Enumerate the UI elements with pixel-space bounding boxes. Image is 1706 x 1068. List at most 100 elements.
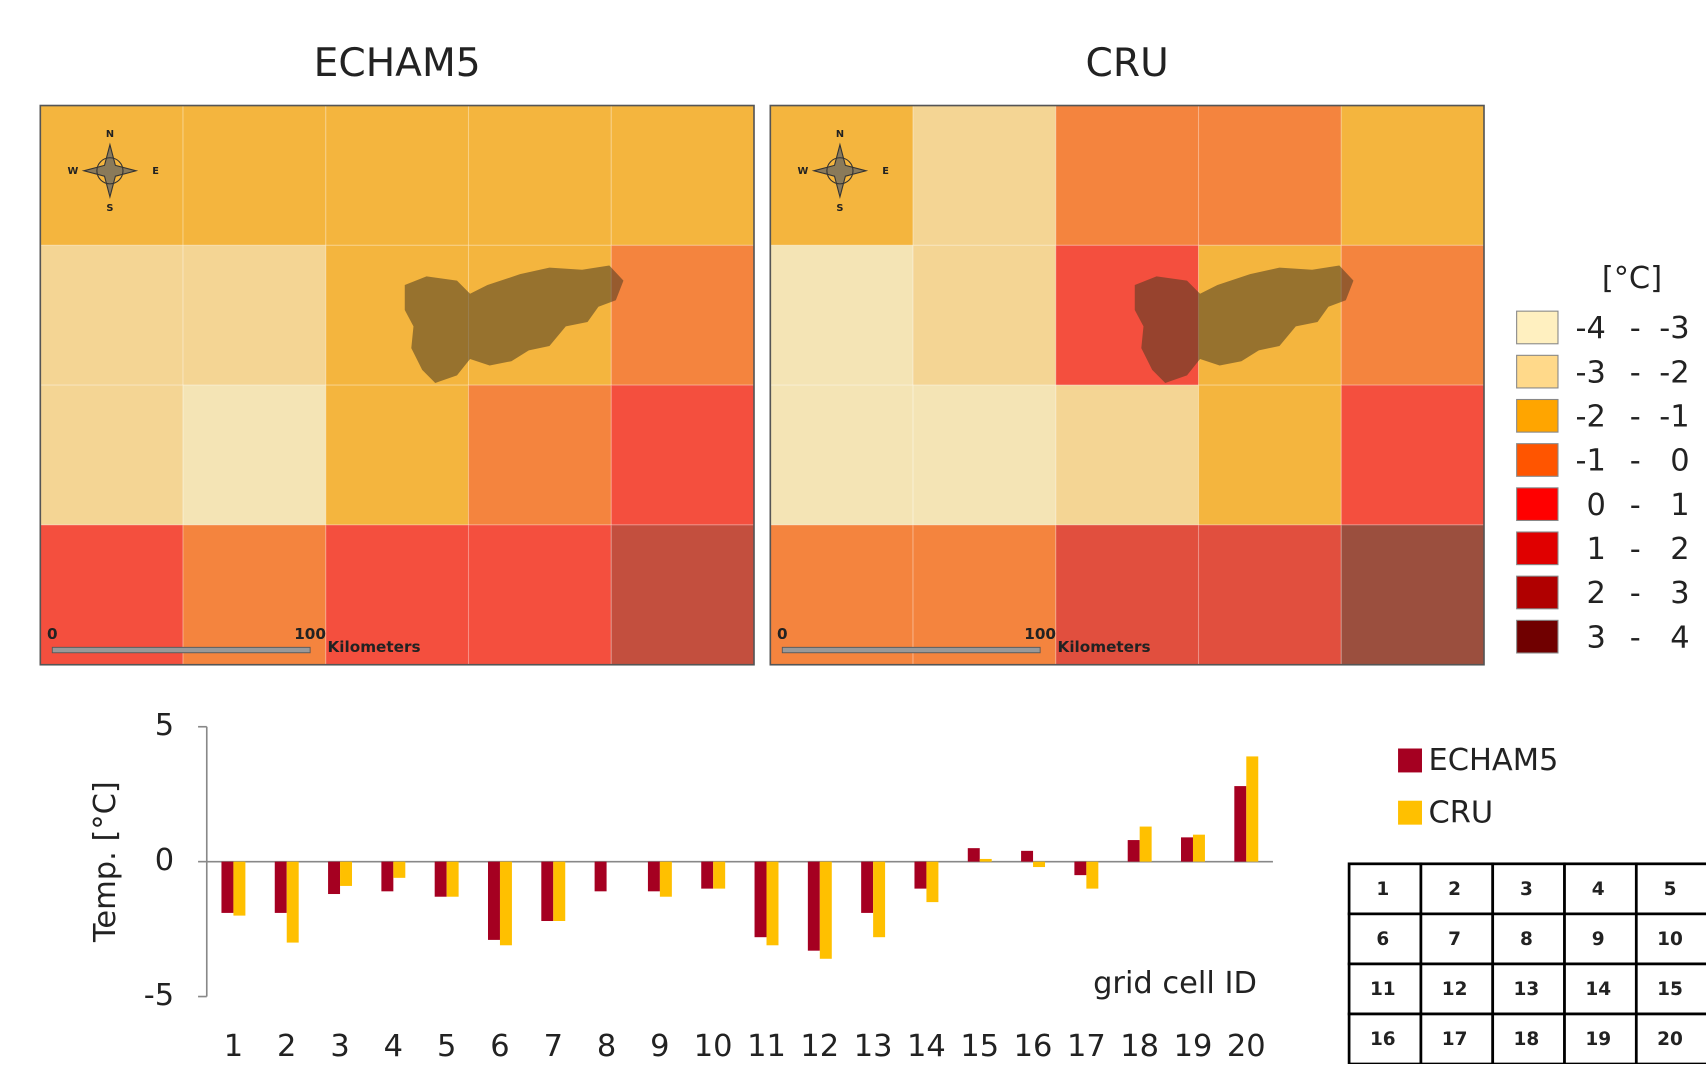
table-cell-label: 20 bbox=[1657, 1029, 1683, 1050]
legend-separator: - bbox=[1630, 576, 1641, 611]
map-cell bbox=[611, 106, 754, 246]
map-cell bbox=[913, 106, 1056, 246]
bar bbox=[435, 862, 447, 897]
x-tick-label: 9 bbox=[650, 1029, 669, 1064]
legend-swatch bbox=[1517, 311, 1558, 344]
map-cell bbox=[326, 385, 469, 525]
x-tick-label: 6 bbox=[490, 1029, 509, 1064]
x-tick-label: 5 bbox=[437, 1029, 456, 1064]
bar bbox=[488, 862, 500, 940]
legend-separator: - bbox=[1630, 399, 1641, 434]
table-cell-label: 15 bbox=[1657, 979, 1683, 1000]
y-tick-label: 5 bbox=[155, 708, 174, 743]
compass-label: N bbox=[106, 129, 114, 140]
bar bbox=[221, 862, 233, 913]
y-axis-title: Temp. [°C] bbox=[88, 781, 123, 943]
map-cell bbox=[770, 245, 913, 385]
map-cell bbox=[1056, 385, 1199, 525]
bar bbox=[1181, 837, 1193, 861]
map-cell bbox=[183, 106, 326, 246]
x-tick-label: 20 bbox=[1227, 1029, 1266, 1064]
x-tick-label: 14 bbox=[907, 1029, 946, 1064]
x-tick-label: 12 bbox=[800, 1029, 839, 1064]
scalebar-label: 0 bbox=[777, 625, 788, 643]
table-cell-label: 9 bbox=[1592, 929, 1605, 950]
map-cell bbox=[1199, 525, 1342, 665]
map-cell bbox=[1199, 385, 1342, 525]
bar bbox=[1140, 827, 1152, 862]
compass-label: W bbox=[68, 166, 79, 177]
x-tick-label: 17 bbox=[1067, 1029, 1106, 1064]
legend-swatch bbox=[1517, 444, 1558, 477]
map-title: CRU bbox=[1086, 41, 1169, 86]
x-tick-label: 1 bbox=[224, 1029, 243, 1064]
legend-from: -1 bbox=[1575, 444, 1605, 479]
map-cell bbox=[611, 245, 754, 385]
legend-swatch bbox=[1517, 488, 1558, 521]
scalebar-unit: Kilometers bbox=[328, 638, 421, 656]
bar bbox=[541, 862, 553, 921]
x-tick-label: 8 bbox=[597, 1029, 616, 1064]
scalebar-unit: Kilometers bbox=[1058, 638, 1151, 656]
map-title: ECHAM5 bbox=[314, 41, 481, 86]
legend-from: -2 bbox=[1575, 399, 1605, 434]
map-cell bbox=[469, 106, 612, 246]
table-cell-label: 8 bbox=[1520, 929, 1533, 950]
scalebar bbox=[782, 647, 1040, 652]
bar bbox=[1193, 835, 1205, 862]
legend-swatch bbox=[1517, 532, 1558, 565]
legend-swatch bbox=[1517, 355, 1558, 388]
table-cell-label: 5 bbox=[1664, 879, 1677, 900]
bar bbox=[447, 862, 459, 897]
bar bbox=[820, 862, 832, 959]
legend-separator: - bbox=[1630, 620, 1641, 655]
table-cell-label: 12 bbox=[1442, 979, 1468, 1000]
bar bbox=[968, 848, 980, 861]
bar bbox=[553, 862, 565, 921]
x-tick-label: 10 bbox=[694, 1029, 733, 1064]
bar bbox=[648, 862, 660, 892]
legend-separator: - bbox=[1630, 355, 1641, 390]
legend-separator: - bbox=[1630, 488, 1641, 523]
table-cell-label: 16 bbox=[1370, 1029, 1396, 1050]
compass-label: S bbox=[836, 203, 843, 214]
table-cell-label: 19 bbox=[1585, 1029, 1611, 1050]
figure: grid cell ID Temp. [°C] [°C] ECHAM5NESW0… bbox=[0, 0, 1706, 1064]
map-cell bbox=[913, 245, 1056, 385]
x-tick-label: 3 bbox=[330, 1029, 349, 1064]
legend-to: 2 bbox=[1670, 532, 1689, 567]
bar bbox=[500, 862, 512, 946]
map-cell bbox=[183, 245, 326, 385]
legend-label: CRU bbox=[1429, 795, 1494, 830]
compass-label: W bbox=[798, 166, 809, 177]
bar bbox=[381, 862, 393, 892]
map-cell bbox=[1341, 106, 1484, 246]
table-cell-label: 10 bbox=[1657, 929, 1683, 950]
table-cell-label: 6 bbox=[1376, 929, 1389, 950]
legend-from: 2 bbox=[1586, 576, 1605, 611]
legend-swatch bbox=[1517, 620, 1558, 653]
bar bbox=[1128, 840, 1140, 862]
bar bbox=[1234, 786, 1246, 862]
bar bbox=[275, 862, 287, 913]
compass-label: N bbox=[836, 129, 844, 140]
bar bbox=[233, 862, 245, 916]
map-cell bbox=[770, 385, 913, 525]
legend-from: -3 bbox=[1575, 355, 1605, 390]
y-tick-label: -5 bbox=[144, 978, 174, 1013]
compass-label: E bbox=[882, 166, 889, 177]
page: {"chart_data":{"type":"bar", "categories… bbox=[0, 0, 1706, 1068]
bar bbox=[926, 862, 938, 902]
bar bbox=[1246, 756, 1258, 861]
map-cell bbox=[1341, 525, 1484, 665]
scalebar-label: 100 bbox=[1024, 625, 1056, 643]
compass-label: E bbox=[152, 166, 159, 177]
map-cell bbox=[183, 525, 326, 665]
legend-swatch bbox=[1517, 399, 1558, 432]
map-cell bbox=[611, 385, 754, 525]
map-cell bbox=[1341, 385, 1484, 525]
x-tick-label: 4 bbox=[384, 1029, 403, 1064]
bar bbox=[595, 862, 607, 892]
bar bbox=[1086, 862, 1098, 889]
x-tick-label: 2 bbox=[277, 1029, 296, 1064]
